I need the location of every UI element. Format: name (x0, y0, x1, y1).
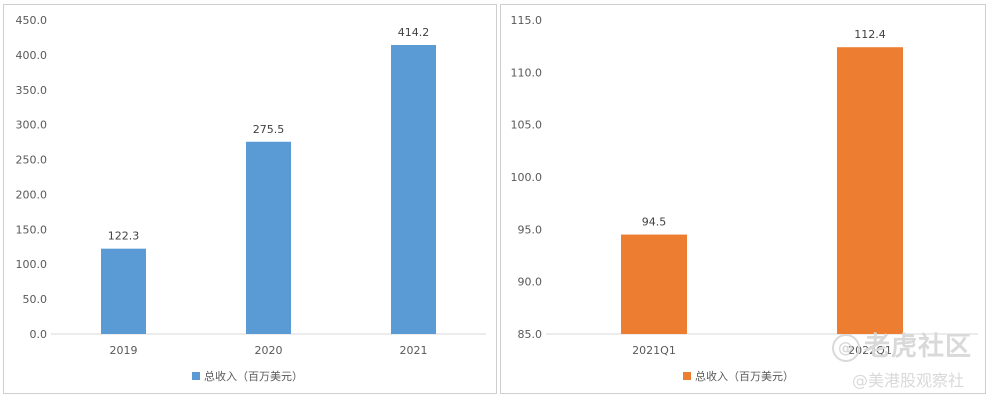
y-tick-label: 100.0 (16, 258, 48, 271)
y-tick-label: 200.0 (16, 188, 48, 201)
y-tick-label: 450.0 (16, 14, 48, 27)
data-label: 112.4 (854, 28, 886, 41)
quarterly-revenue-chart: 85.0 90.0 95.0 100.0 105.0 110.0 115.0 94.5 2021… (511, 14, 978, 383)
data-label: 414.2 (398, 26, 430, 39)
y-tick-label: 100.0 (511, 171, 543, 184)
data-label: 275.5 (253, 123, 285, 136)
legend-label: 总收入（百万美元） (204, 369, 303, 383)
y-tick-label: 105.0 (511, 119, 543, 132)
annual-revenue-chart: 0.0 50.0 100.0 150.0 200.0 250.0 300.0 350.0 400… (16, 14, 486, 383)
bar-2021 (391, 44, 436, 335)
bar-2020 (246, 141, 291, 334)
y-tick-label: 50.0 (23, 293, 48, 306)
y-tick-label: 250.0 (16, 154, 48, 167)
x-tick-label: 2020 (255, 344, 283, 357)
bar-2021Q1 (621, 234, 687, 334)
y-tick-label: 150.0 (16, 223, 48, 236)
chart-panel-annual-revenue: 0.0 50.0 100.0 150.0 200.0 250.0 300.0 350.0 400… (3, 4, 497, 394)
tiger-logo-icon: @ (832, 333, 860, 362)
y-tick-label: 0.0 (30, 328, 48, 341)
watermark-handle: @美港股观察社 (852, 371, 965, 390)
watermark-logo-text: 老虎社区 (864, 332, 973, 362)
legend-swatch (192, 372, 200, 380)
y-tick-label: 300.0 (16, 119, 48, 132)
bar-2022Q1 (837, 47, 903, 335)
y-tick-label: 95.0 (518, 223, 543, 236)
x-tick-label: 2021Q1 (632, 344, 676, 357)
y-tick-label: 350.0 (16, 84, 48, 97)
y-tick-label: 400.0 (16, 49, 48, 62)
y-tick-label: 115.0 (511, 14, 543, 27)
y-tick-label: 85.0 (518, 328, 543, 341)
data-label: 122.3 (108, 230, 140, 243)
tiger-community-watermark: @ 老虎社区 (832, 326, 972, 363)
x-tick-label: 2021 (400, 344, 428, 357)
bar-2019 (101, 248, 146, 334)
data-label: 94.5 (642, 216, 667, 229)
y-tick-label: 90.0 (518, 276, 543, 289)
legend-swatch (683, 372, 691, 380)
y-tick-label: 110.0 (511, 66, 543, 79)
chart-panel-quarterly-revenue: 85.0 90.0 95.0 100.0 105.0 110.0 115.0 94.5 2021… (500, 4, 986, 394)
legend-label: 总收入（百万美元） (695, 369, 794, 383)
x-tick-label: 2019 (110, 344, 138, 357)
